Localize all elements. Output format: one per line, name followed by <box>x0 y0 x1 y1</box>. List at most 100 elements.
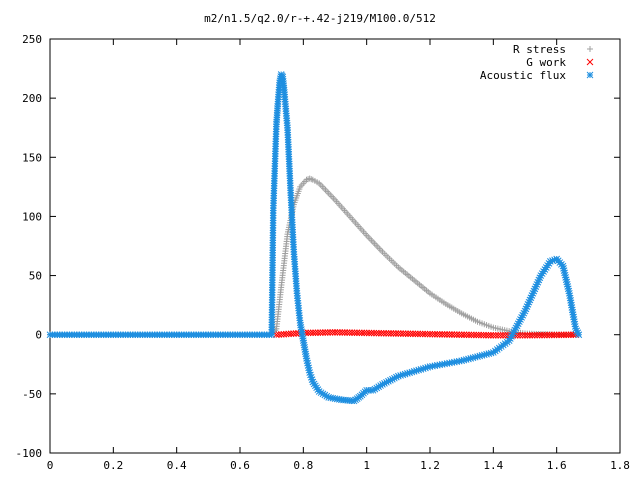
data-point <box>460 331 468 339</box>
x-tick-label: 0 <box>47 459 54 472</box>
data-point <box>441 331 448 338</box>
data-point <box>446 331 453 338</box>
y-tick-label: 150 <box>22 151 42 164</box>
data-point <box>546 331 553 339</box>
data-point <box>307 329 314 337</box>
data-point <box>543 331 551 339</box>
data-point <box>433 330 441 338</box>
data-point <box>370 329 378 337</box>
data-point <box>526 331 534 339</box>
data-point <box>397 330 405 337</box>
data-point <box>536 331 543 339</box>
data-point <box>499 331 507 339</box>
data-point <box>336 329 344 336</box>
data-point <box>429 330 436 338</box>
series-1 <box>47 175 579 338</box>
data-point <box>338 329 346 336</box>
data-point <box>390 330 397 337</box>
series-3 <box>46 71 583 405</box>
data-point <box>409 330 417 338</box>
data-point <box>365 329 373 337</box>
x-tick-label: 0.8 <box>293 459 313 472</box>
data-point <box>451 331 458 338</box>
data-point <box>538 331 546 339</box>
legend-marker <box>586 71 594 79</box>
chart-title: m2/n1.5/q2.0/r-+.42-j219/M100.0/512 <box>204 12 436 25</box>
legend-marker <box>587 46 593 52</box>
data-point <box>482 331 490 339</box>
series-2 <box>273 328 580 339</box>
data-point <box>407 330 414 338</box>
data-point <box>309 329 317 337</box>
data-point <box>314 329 322 337</box>
data-point <box>358 329 366 337</box>
data-point <box>575 331 583 339</box>
y-tick-label: 250 <box>22 33 42 46</box>
data-point <box>319 329 327 336</box>
y-tick-label: 50 <box>29 270 42 283</box>
data-point <box>438 330 446 338</box>
data-point <box>465 331 473 339</box>
data-point <box>331 328 339 336</box>
data-point <box>514 331 522 339</box>
data-point <box>353 329 361 337</box>
data-point <box>343 329 351 336</box>
data-point <box>306 175 313 182</box>
data-point <box>416 330 424 338</box>
x-tick-label: 1.2 <box>420 459 440 472</box>
data-point <box>480 331 487 339</box>
data-point <box>334 329 341 336</box>
legend-label: Acoustic flux <box>480 69 566 82</box>
data-point <box>475 331 483 339</box>
data-point <box>516 331 524 339</box>
data-point <box>531 331 539 339</box>
plot-frame <box>49 38 621 454</box>
data-point <box>431 330 439 338</box>
x-tick-label: 1 <box>363 459 370 472</box>
data-point <box>533 331 541 339</box>
data-point <box>375 329 383 337</box>
data-point <box>324 329 332 336</box>
data-point <box>485 331 492 339</box>
data-point <box>399 330 407 337</box>
data-point <box>341 329 349 336</box>
data-point <box>363 329 371 337</box>
data-point <box>348 329 356 337</box>
y-tick-label: -50 <box>22 388 42 401</box>
data-point <box>550 331 558 339</box>
data-point <box>382 329 390 337</box>
y-tick-label: 200 <box>22 92 42 105</box>
data-point <box>519 331 526 339</box>
data-point <box>548 331 556 339</box>
data-point <box>477 331 485 339</box>
data-point <box>494 331 502 339</box>
data-point <box>472 331 480 339</box>
data-point <box>326 329 334 336</box>
data-point <box>448 331 456 338</box>
data-point <box>426 330 434 338</box>
x-tick-label: 1.6 <box>547 459 567 472</box>
data-point <box>304 329 312 337</box>
data-point <box>541 331 548 339</box>
data-point <box>455 331 463 339</box>
data-point <box>404 330 412 338</box>
data-point <box>321 329 329 336</box>
y-tick-label: 0 <box>35 329 42 342</box>
y-tick-label: 100 <box>22 210 42 223</box>
data-point <box>419 330 427 338</box>
data-point <box>312 329 319 337</box>
legend-label: R stress <box>513 43 566 56</box>
data-point <box>489 331 497 339</box>
data-point <box>502 331 509 339</box>
data-point <box>487 331 495 339</box>
data-point <box>528 331 536 339</box>
y-tick-label: -100 <box>16 447 43 460</box>
data-point <box>412 330 419 338</box>
data-point <box>380 329 388 337</box>
data-point <box>329 329 336 336</box>
data-point <box>392 330 400 337</box>
data-point <box>368 329 375 337</box>
data-point <box>319 390 327 398</box>
data-point <box>402 330 409 338</box>
